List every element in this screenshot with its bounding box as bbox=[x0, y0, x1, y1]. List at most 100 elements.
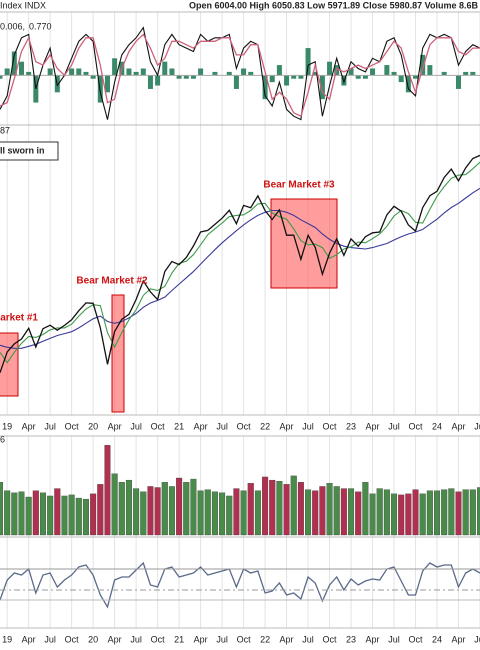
x-tick-label: Apr bbox=[22, 421, 36, 431]
x-tick-label: Jul bbox=[216, 421, 228, 431]
macd-histogram bbox=[470, 71, 476, 76]
volume-bar bbox=[297, 482, 304, 536]
macd-readout: 0.770 bbox=[29, 21, 52, 31]
macd-readout: 0.006, bbox=[0, 21, 25, 31]
volume-bar bbox=[190, 478, 197, 536]
volume-bar bbox=[133, 488, 140, 536]
x-tick-label: 19 bbox=[2, 634, 12, 644]
series-line bbox=[0, 26, 480, 121]
x-tick-label: 22 bbox=[260, 634, 270, 644]
volume-bar bbox=[276, 481, 283, 536]
macd-histogram bbox=[47, 68, 53, 76]
x-tick-label: Apr bbox=[194, 421, 208, 431]
x-tick-label: Apr bbox=[366, 634, 380, 644]
x-tick-label: Jul bbox=[44, 421, 56, 431]
grid-layer bbox=[6, 12, 480, 628]
macd-histogram bbox=[83, 71, 89, 76]
volume-bar bbox=[455, 491, 462, 536]
macd-histogram bbox=[276, 65, 282, 76]
macd-histogram bbox=[413, 75, 419, 79]
volume-bar bbox=[118, 482, 125, 536]
x-tick-label: 23 bbox=[346, 421, 356, 431]
volume-bar bbox=[333, 486, 340, 536]
x-tick-label: Oct bbox=[151, 634, 166, 644]
macd-histogram bbox=[398, 75, 404, 83]
volume-bar bbox=[32, 490, 39, 536]
volume-bar bbox=[197, 490, 204, 536]
macd-histogram bbox=[248, 71, 254, 76]
x-tick-label: 21 bbox=[174, 634, 184, 644]
volume-bar bbox=[348, 488, 355, 536]
macd-histogram bbox=[405, 75, 411, 93]
volume-bar bbox=[176, 477, 183, 536]
volume-bar bbox=[290, 475, 297, 536]
macd-histogram bbox=[162, 61, 168, 76]
volume-bar bbox=[219, 492, 226, 536]
volume-bar bbox=[398, 494, 405, 536]
macd-histogram bbox=[291, 75, 297, 79]
volume-bar bbox=[4, 490, 11, 536]
volume-bar bbox=[11, 492, 18, 536]
macd-histogram bbox=[284, 75, 290, 86]
volume-bar bbox=[369, 493, 376, 536]
x-tick-label: Oct bbox=[237, 421, 252, 431]
x-tick-label: Jul bbox=[302, 634, 314, 644]
x-tick-label: Oct bbox=[151, 421, 166, 431]
ohlc-readout: Open 6004.00 High 6050.83 Low 5971.89 Cl… bbox=[189, 0, 478, 10]
series-line bbox=[0, 187, 480, 349]
macd-histogram bbox=[155, 75, 161, 86]
macd-histogram bbox=[183, 75, 189, 79]
x-tick-label: Oct bbox=[65, 634, 80, 644]
volume-bar bbox=[168, 486, 175, 536]
volume-bar bbox=[305, 489, 312, 536]
volume-bar bbox=[462, 489, 469, 536]
x-tick-label: 22 bbox=[260, 421, 270, 431]
volume-bar bbox=[469, 489, 476, 536]
x-tick-label: 24 bbox=[432, 634, 442, 644]
volume-bar bbox=[247, 483, 254, 536]
x-tick-label: Jul bbox=[388, 421, 400, 431]
macd-histogram bbox=[26, 71, 32, 76]
volume-bar bbox=[0, 482, 4, 536]
macd-histogram bbox=[362, 75, 368, 79]
x-tick-label: 20 bbox=[88, 634, 98, 644]
macd-histogram bbox=[241, 68, 247, 76]
volume-bar bbox=[269, 479, 276, 536]
x-tick-label: Apr bbox=[366, 421, 380, 431]
macd-histogram bbox=[463, 71, 469, 76]
volume-bar bbox=[233, 488, 240, 536]
x-tick-label: Oct bbox=[323, 634, 338, 644]
macd-histogram bbox=[355, 75, 361, 79]
bear-box bbox=[270, 198, 338, 289]
macd-histogram bbox=[90, 75, 96, 79]
volume-bar bbox=[39, 492, 47, 536]
macd-histogram bbox=[370, 68, 376, 76]
volume-bar bbox=[61, 495, 68, 536]
x-tick-label: Jul bbox=[130, 421, 142, 431]
macd-histogram bbox=[69, 68, 75, 76]
x-tick-label: 19 bbox=[2, 421, 12, 431]
x-tick-label: Jul bbox=[474, 421, 480, 431]
volume-bar bbox=[183, 482, 190, 536]
x-tick-label: Apr bbox=[280, 634, 294, 644]
macd-histogram bbox=[384, 65, 390, 76]
panel-label: 87 bbox=[0, 125, 10, 135]
volume-bar bbox=[383, 489, 390, 536]
macd-histogram bbox=[319, 75, 325, 100]
chart-title: Index INDX bbox=[0, 0, 46, 10]
volume-bar bbox=[68, 494, 75, 536]
volume-bar bbox=[111, 473, 118, 536]
macd-histogram bbox=[140, 68, 146, 76]
annotation: Bear Market #2 bbox=[76, 276, 148, 287]
x-tick-label: Jul bbox=[388, 634, 400, 644]
macd-histogram bbox=[0, 75, 3, 79]
x-tick-label: Jul bbox=[216, 634, 228, 644]
volume-bar bbox=[75, 497, 82, 536]
macd-histogram bbox=[4, 68, 10, 76]
volume-bar bbox=[340, 488, 347, 536]
volume-bar bbox=[140, 491, 147, 536]
bear-box bbox=[111, 294, 125, 413]
